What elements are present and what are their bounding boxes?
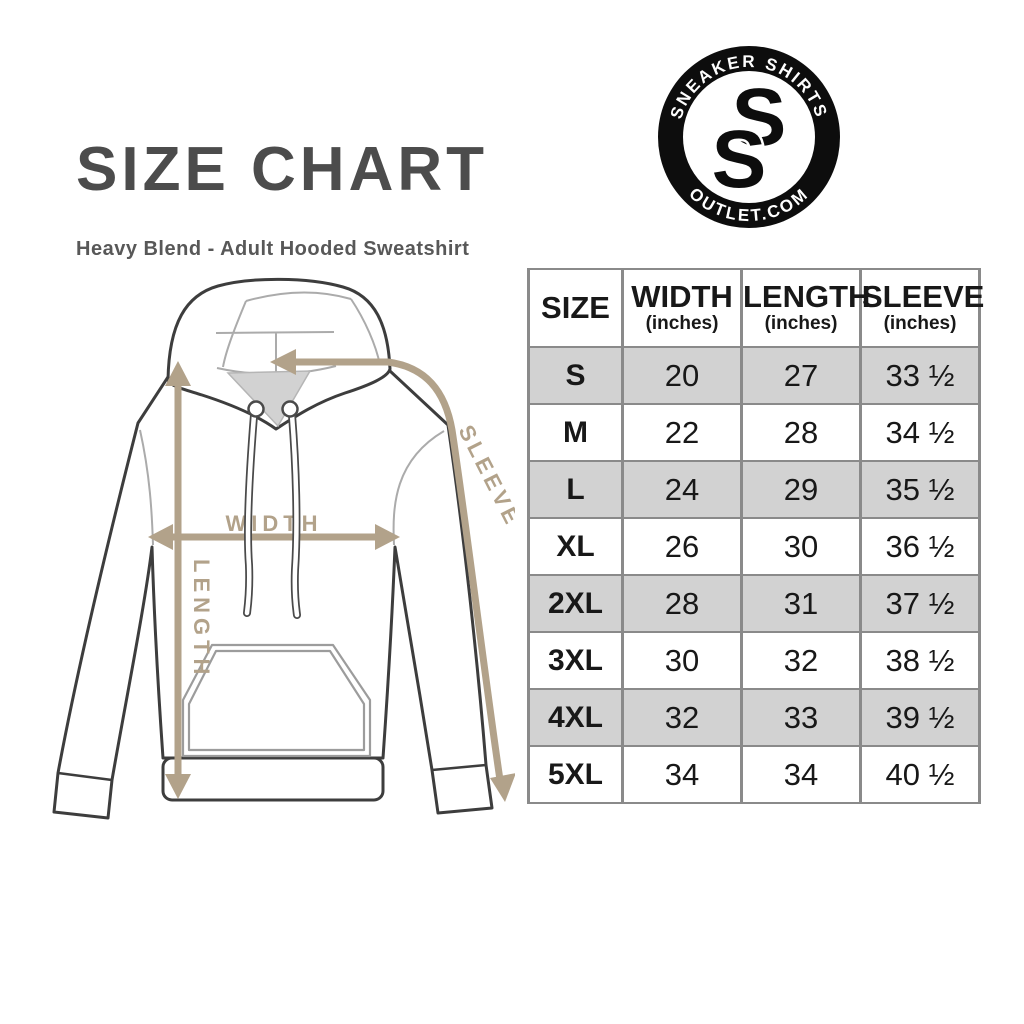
size-cell: S [527,346,624,405]
size-cell: 2XL [527,574,624,633]
size-cell: L [527,460,624,519]
measurement-cell: 35 ½ [859,460,981,519]
size-table-body: S 20 27 33 ½ M 22 28 34 ½ L 24 29 35 ½ XL 26 30 36 ½ 2XL… [527,346,981,804]
width-arrow [148,524,400,550]
table-row: M 22 28 34 ½ [527,403,981,462]
measurement-cell: 34 ½ [859,403,981,462]
measurement-cell: 28 [740,403,862,462]
measurement-cell: 31 [740,574,862,633]
measurement-cell: 30 [740,517,862,576]
measurement-cell: 34 [621,745,743,804]
svg-text:S: S [732,72,787,163]
table-row: 4XL 32 33 39 ½ [527,688,981,747]
measurement-cell: 33 ½ [859,346,981,405]
svg-text:S: S [712,114,767,205]
neck-triangle [226,370,312,428]
column-header: LENGTH (inches) [740,268,870,348]
table-row: XL 26 30 36 ½ [527,517,981,576]
measurement-cell: 27 [740,346,862,405]
measurement-cell: 22 [621,403,743,462]
measurement-cell: 32 [621,688,743,747]
measurement-cell: 40 ½ [859,745,981,804]
measurement-cell: 26 [621,517,743,576]
length-arrow [165,361,191,799]
measurement-cell: 36 ½ [859,517,981,576]
size-cell: 3XL [527,631,624,690]
hem-band [161,756,385,802]
table-row: L 24 29 35 ½ [527,460,981,519]
column-header: SLEEVE (inches) [859,268,984,348]
kangaroo-pocket [181,643,372,758]
sleeve-arrow [270,349,515,802]
drawstrings [243,411,301,619]
logo-ss-monogram: S S [709,72,787,208]
size-cell: M [527,403,624,462]
hood-inner-seams [215,291,381,377]
size-cell: 4XL [527,688,624,747]
measurement-cell: 38 ½ [859,631,981,690]
size-table-header-row: SIZE WIDTH (inches) LENGTH (inches) SLEEVE (in… [527,268,984,348]
size-table: SIZE WIDTH (inches) LENGTH (inches) SLEEVE (in… [527,268,984,804]
measurement-cell: 34 [740,745,862,804]
measurement-cell: 33 [740,688,862,747]
table-row: 2XL 28 31 37 ½ [527,574,981,633]
measurement-cell: 37 ½ [859,574,981,633]
size-cell: 5XL [527,745,624,804]
hood [166,277,392,431]
table-row: S 20 27 33 ½ [527,346,981,405]
column-header: WIDTH (inches) [621,268,743,348]
measurement-cell: 20 [621,346,743,405]
measurement-cell: 29 [740,460,862,519]
measurement-cell: 32 [740,631,862,690]
page-title: SIZE CHART [76,135,488,204]
page-subtitle: Heavy Blend - Adult Hooded Sweatshirt [76,238,470,260]
table-row: 3XL 30 32 38 ½ [527,631,981,690]
measurement-cell: 24 [621,460,743,519]
column-header: SIZE [527,268,624,348]
measurement-cell: 28 [621,574,743,633]
cuff-seams [57,763,487,782]
measurement-cell: 30 [621,631,743,690]
logo-inner-circle [683,71,815,203]
measurement-cell: 39 ½ [859,688,981,747]
eyelets [247,400,299,418]
length-label: LENGTH [189,559,214,679]
brand-logo: SNEAKER SHIRTS OUTLET.COM S S [658,46,840,228]
table-row: 5XL 34 34 40 ½ [527,745,981,804]
hoodie-diagram: WIDTH LENGTH SLEEVE [52,277,515,820]
width-label: WIDTH [225,511,322,536]
size-cell: XL [527,517,624,576]
